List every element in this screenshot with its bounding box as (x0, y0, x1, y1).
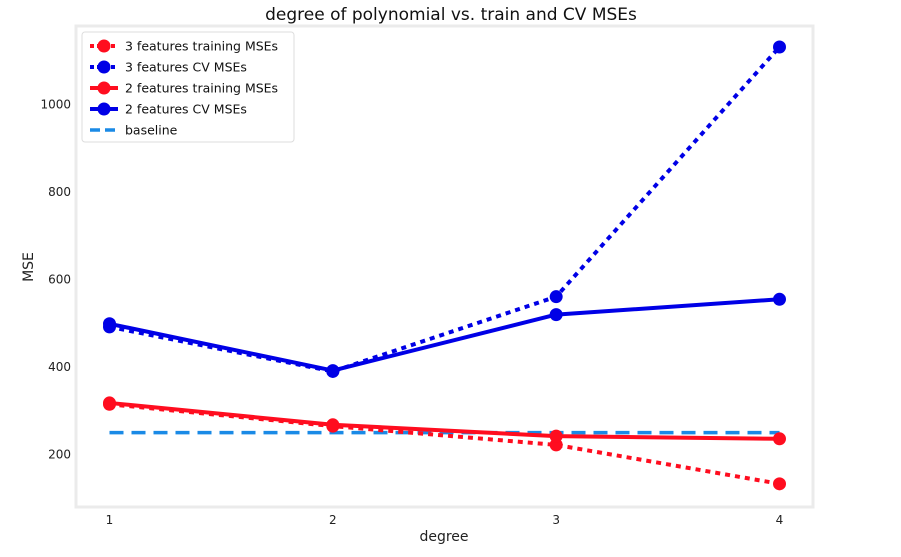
legend-marker-3-features-training-mses (97, 39, 111, 53)
data-point-2-features-cv-mses (326, 364, 340, 378)
legend-label: 3 features training MSEs (125, 39, 278, 54)
x-axis-label: degree (419, 529, 468, 545)
series-layer (103, 40, 786, 491)
series-line-2-features-cv-mses (109, 297, 780, 373)
x-tick-label: 1 (106, 513, 114, 527)
data-point-3-features-training-mses (773, 477, 786, 491)
y-tick-label: 600 (48, 273, 71, 287)
legend: 3 features training MSEs 3 features CV MS… (81, 31, 295, 143)
x-tick-label: 3 (552, 513, 560, 527)
y-tick-label: 400 (48, 360, 71, 374)
data-point-3-features-cv-mses (773, 40, 786, 54)
series-line-2-features-training-mses (109, 400, 780, 441)
y-tick-label: 200 (48, 448, 71, 462)
y-tick-label: 800 (48, 185, 71, 199)
data-point-3-features-cv-mses (549, 290, 563, 304)
legend-marker-2-features-training-mses (97, 81, 111, 95)
x-tick-label: 2 (329, 513, 337, 527)
legend-label: 2 features training MSEs (125, 81, 278, 96)
data-point-2-features-training-mses (549, 429, 563, 443)
legend-label: baseline (125, 123, 178, 138)
data-point-2-features-training-mses (773, 432, 786, 446)
data-point-2-features-cv-mses (103, 317, 116, 331)
data-point-2-features-cv-mses (773, 292, 786, 306)
y-axis-label: MSE (21, 252, 37, 282)
legend-box (81, 31, 295, 143)
axis-ticks: 1 2 3 4 200 400 600 800 1000 (40, 98, 783, 527)
legend-label: 2 features CV MSEs (125, 102, 247, 117)
data-point-2-features-training-mses (103, 396, 116, 410)
legend-label: 3 features CV MSEs (125, 60, 247, 75)
legend-marker-2-features-cv-mses (97, 102, 111, 116)
x-tick-label: 4 (776, 513, 784, 527)
legend-marker-3-features-cv-mses (97, 60, 111, 74)
chart-title: degree of polynomial vs. train and CV MS… (265, 5, 637, 25)
data-point-2-features-cv-mses (549, 308, 563, 322)
data-point-2-features-training-mses (326, 418, 340, 432)
y-tick-label: 1000 (40, 98, 71, 112)
